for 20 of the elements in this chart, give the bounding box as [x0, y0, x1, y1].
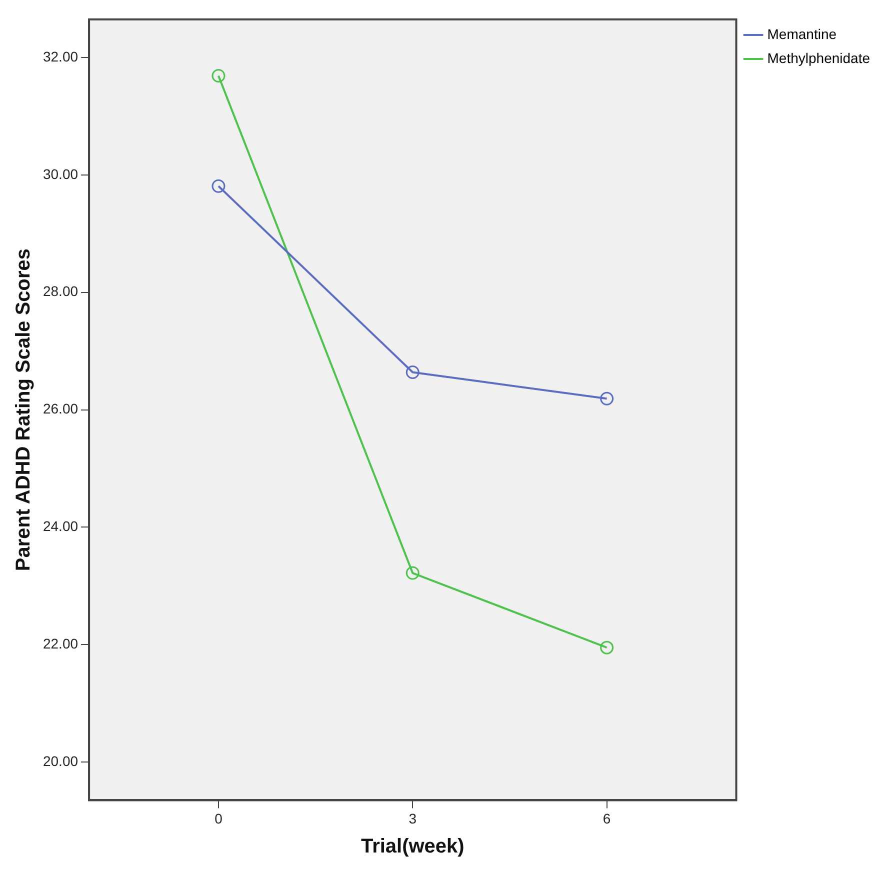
y-tick-label: 20.00	[42, 752, 78, 769]
legend-label: Memantine	[767, 26, 837, 42]
x-axis-title: Trial(week)	[360, 836, 464, 858]
point	[406, 566, 420, 580]
y-axis-title: Parent ADHD Rating Scale Scores	[12, 248, 35, 572]
y-tick-label: 24.00	[42, 518, 78, 534]
y-tick-label: 30.00	[42, 166, 78, 182]
y-tick-label: 28.00	[42, 283, 78, 300]
y-tick-label: 32.00	[42, 48, 78, 64]
point	[406, 365, 420, 379]
point	[600, 392, 614, 406]
x-tick-label: 0	[214, 810, 223, 826]
y-tick-label: 22.00	[42, 635, 78, 652]
point	[212, 179, 226, 193]
y-tick-label: 26.00	[42, 400, 78, 417]
point	[600, 640, 614, 654]
point	[212, 69, 226, 83]
legend-label: Methylphenidate	[767, 50, 870, 66]
x-tick-label: 6	[602, 810, 611, 826]
x-tick-label: 3	[408, 810, 417, 826]
